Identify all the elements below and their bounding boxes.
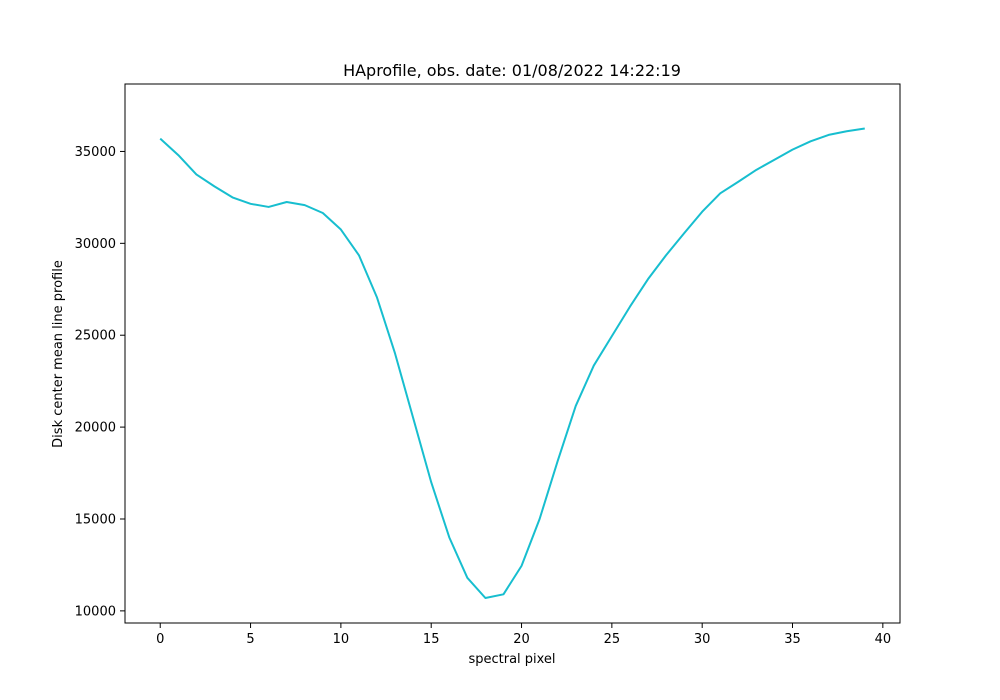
x-tick-label: 20 (513, 632, 530, 647)
y-tick-label: 20000 (75, 421, 116, 436)
x-tick-label: 10 (333, 632, 350, 647)
y-axis-ticks: 10000 15000 20000 25000 30000 35000 (75, 145, 125, 619)
x-axis-label: spectral pixel (468, 652, 555, 667)
plot-area-frame (124, 83, 901, 624)
y-tick-label: 35000 (75, 145, 116, 160)
x-tick-label: 0 (156, 632, 164, 647)
x-tick-label: 35 (784, 632, 801, 647)
x-tick-label: 30 (694, 632, 711, 647)
x-tick-label: 5 (246, 632, 254, 647)
chart-title: HAprofile, obs. date: 01/08/2022 14:22:1… (343, 61, 681, 80)
x-tick-label: 15 (423, 632, 440, 647)
y-tick-label: 15000 (75, 512, 116, 527)
x-tick-label: 25 (604, 632, 621, 647)
y-axis-label: Disk center mean line profile (51, 260, 66, 448)
x-tick-label: 40 (875, 632, 892, 647)
x-axis-ticks: 0 5 10 15 20 25 30 35 40 (156, 623, 891, 647)
y-tick-label: 10000 (75, 604, 116, 619)
series-layer (159, 127, 865, 600)
y-tick-label: 25000 (75, 329, 116, 344)
series-line-0 (159, 127, 865, 600)
y-tick-label: 30000 (75, 237, 116, 252)
